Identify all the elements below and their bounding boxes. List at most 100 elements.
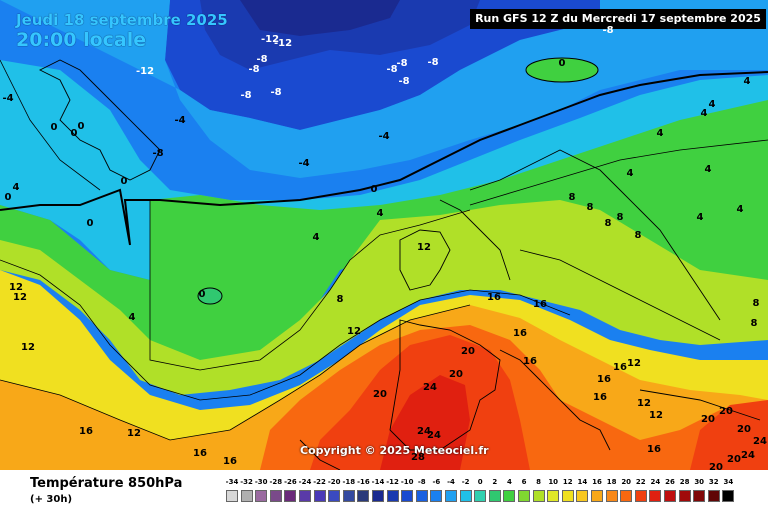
- legend-tick: 6: [521, 478, 527, 486]
- isotherm-label: -8: [152, 148, 164, 159]
- legend-swatch: [226, 490, 238, 502]
- isotherm-label: 12: [627, 358, 641, 369]
- legend-tick: -2: [461, 478, 470, 486]
- run-info-box: Run GFS 12 Z du Mercredi 17 septembre 20…: [470, 9, 766, 29]
- isotherm-zero-line: [0, 71, 768, 246]
- isotherm-label: 0: [120, 176, 128, 187]
- isotherm-label: 16: [223, 456, 237, 467]
- isotherm-label: 12: [649, 410, 663, 421]
- legend-tick: -14: [371, 478, 385, 486]
- legend-swatch: [372, 490, 384, 502]
- legend-tick: 14: [577, 478, 588, 486]
- isotherm-label: -4: [298, 158, 310, 169]
- isotherm-label: 0: [370, 184, 378, 195]
- legend-title: Température 850hPa: [30, 476, 183, 491]
- legend-swatch: [415, 490, 428, 502]
- isotherm-label: 24: [423, 382, 437, 393]
- isotherm-label: -4: [2, 93, 14, 104]
- isotherm-label: 24: [427, 430, 441, 441]
- legend-tick: -10: [400, 478, 414, 486]
- legend-tick: -32: [240, 478, 253, 486]
- isotherm-label: 0: [86, 218, 94, 229]
- legend-tick: 8: [536, 478, 542, 486]
- legend-tick: 12: [562, 478, 573, 486]
- forecast-time: 20:00 locale: [16, 29, 147, 51]
- isotherm-zone-24-east: [690, 400, 768, 470]
- isotherm-label: 16: [523, 356, 537, 367]
- legend-tick: -28: [269, 478, 283, 486]
- isotherm-label: 0: [77, 121, 85, 132]
- isotherm-label: 12: [127, 428, 141, 439]
- cold-pocket-scandinavia: [525, 57, 599, 83]
- isotherm-label: -8: [398, 76, 410, 87]
- coastlines: [38, 59, 761, 470]
- isotherm-label: 20: [709, 462, 723, 473]
- isotherm-label: -8: [270, 87, 282, 98]
- isotherm-label: 16: [533, 299, 547, 310]
- legend-swatch: [459, 490, 472, 502]
- legend-subtitle: (+ 30h): [30, 494, 73, 505]
- isotherm-label: 12: [21, 342, 35, 353]
- legend-swatch: [386, 490, 399, 502]
- isotherm-label: 8: [586, 202, 594, 213]
- legend-swatch: [342, 490, 355, 502]
- legend-tick: -26: [284, 478, 297, 486]
- isotherm-label: 4: [696, 212, 704, 223]
- isotherm-label: 24: [753, 436, 767, 447]
- copyright-text: Copyright © 2025 Meteociel.fr: [300, 444, 489, 457]
- isotherm-label: 4: [743, 76, 751, 87]
- isotherm-label: 4: [656, 128, 664, 139]
- legend-tick: 22: [635, 478, 646, 486]
- isotherm-label: 20: [449, 369, 463, 380]
- isotherm-label: -8: [240, 90, 252, 101]
- legend-swatch: [445, 490, 457, 502]
- isotherm-label: 12: [637, 398, 651, 409]
- legend-tick: -16: [357, 478, 370, 486]
- legend-tick: 30: [694, 478, 705, 486]
- legend-swatch: [678, 490, 691, 502]
- legend-swatch: [430, 490, 443, 502]
- color-scale: -34 -32 -30 -28 -26 -24 -22 -20 -18 -16 -14 -12 -10-…: [222, 474, 752, 510]
- legend-tick: -18: [342, 478, 356, 486]
- isotherm-label: 20: [373, 389, 387, 400]
- isotherm-label: 16: [193, 448, 207, 459]
- legend-swatch: [284, 490, 297, 502]
- isotherm-zone-minus4: [0, 0, 768, 178]
- isotherm-label: 16: [647, 444, 661, 455]
- isotherm-label: 8: [616, 212, 624, 223]
- legend-swatch: [503, 490, 516, 502]
- legend-swatch: [576, 490, 589, 502]
- isotherm-label: 4: [708, 99, 716, 110]
- temperature-map: [0, 0, 768, 470]
- isotherm-label: -12: [273, 38, 293, 49]
- legend-swatch: [561, 490, 574, 502]
- isotherm-label: 4: [700, 108, 708, 119]
- isotherm-label: 16: [593, 392, 607, 403]
- isotherm-label: 12: [417, 242, 431, 253]
- isotherm-label: 16: [513, 328, 527, 339]
- legend-swatch: [299, 490, 311, 502]
- isotherm-zone-minus12-b: [240, 0, 400, 36]
- isotherm-label: 12: [13, 292, 27, 303]
- isotherm-label: 20: [727, 454, 741, 465]
- legend-swatch: [313, 490, 326, 502]
- legend-swatch: [488, 490, 501, 502]
- isotherm-label: 4: [312, 232, 320, 243]
- legend-tick: 28: [679, 478, 690, 486]
- legend-swatch: [474, 490, 487, 502]
- isotherm-label: 0: [70, 128, 78, 139]
- isotherm-label: 0: [4, 192, 12, 203]
- cold-pocket-atlantic: [197, 287, 223, 305]
- isotherm-label: 4: [128, 312, 136, 323]
- legend-tick: -8: [417, 478, 426, 486]
- legend-tick: 16: [592, 478, 602, 486]
- isotherm-label: 4: [704, 164, 712, 175]
- isotherm-label: 16: [487, 292, 501, 303]
- legend-tick: -30: [254, 478, 268, 486]
- isotherm-label: 24: [417, 426, 431, 437]
- legend-tick: 24: [650, 478, 661, 486]
- isotherm-label: -8: [602, 25, 614, 36]
- isotherm-label: 8: [634, 230, 642, 241]
- legend-tick: 2: [492, 478, 498, 486]
